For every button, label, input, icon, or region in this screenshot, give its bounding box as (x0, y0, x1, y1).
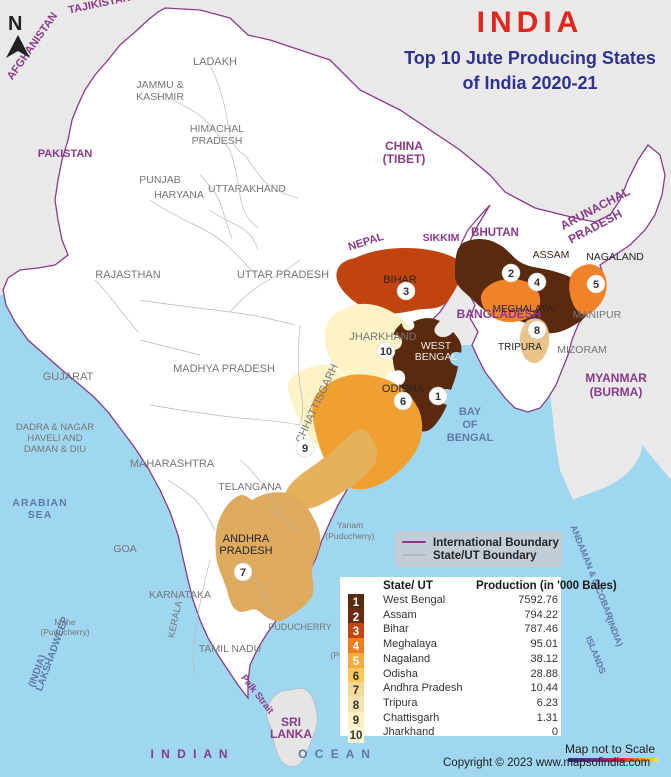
svg-text:SIKKIM: SIKKIM (423, 232, 460, 244)
svg-text:BENGAL: BENGAL (415, 351, 458, 363)
svg-text:BHUTAN: BHUTAN (471, 227, 519, 239)
svg-text:2: 2 (508, 268, 514, 280)
svg-text:787.46: 787.46 (524, 623, 558, 635)
svg-text:7592.76: 7592.76 (518, 594, 558, 606)
svg-text:7: 7 (240, 567, 246, 579)
svg-text:Map not to Scale: Map not to Scale (565, 742, 655, 756)
svg-text:38.12: 38.12 (530, 653, 558, 665)
svg-text:10.44: 10.44 (530, 682, 558, 694)
svg-text:1: 1 (435, 391, 441, 403)
svg-text:LADAKH: LADAKH (193, 56, 237, 68)
svg-text:2: 2 (353, 612, 359, 624)
svg-text:Tripura: Tripura (383, 697, 418, 709)
svg-text:6.23: 6.23 (537, 697, 558, 709)
svg-text:West Bengal: West Bengal (383, 594, 445, 606)
svg-text:JAMMU &: JAMMU & (136, 79, 183, 91)
svg-text:BAY: BAY (459, 406, 482, 418)
svg-text:Meghalaya: Meghalaya (383, 638, 438, 650)
svg-text:MYANMAR: MYANMAR (585, 371, 647, 385)
svg-text:BENGAL: BENGAL (447, 432, 494, 444)
svg-text:RAJASTHAN: RAJASTHAN (95, 269, 160, 281)
svg-text:PAKISTAN: PAKISTAN (38, 148, 93, 160)
svg-text:TAMIL NADU: TAMIL NADU (199, 643, 261, 655)
svg-text:SEA: SEA (28, 509, 53, 521)
svg-text:ARABIAN: ARABIAN (12, 497, 67, 509)
svg-text:4: 4 (353, 641, 360, 653)
svg-text:GOA: GOA (113, 543, 136, 555)
svg-text:ANDHRA: ANDHRA (223, 533, 270, 545)
svg-text:DADRA & NAGAR: DADRA & NAGAR (16, 422, 94, 433)
svg-text:NAGALAND: NAGALAND (586, 251, 644, 263)
svg-text:Jharkhand: Jharkhand (383, 726, 434, 738)
svg-text:MANIPUR: MANIPUR (573, 309, 622, 321)
svg-text:9: 9 (353, 715, 359, 727)
svg-text:O C E A N: O C E A N (298, 747, 372, 761)
svg-text:Assam: Assam (383, 609, 417, 621)
svg-text:28.88: 28.88 (530, 668, 558, 680)
svg-text:Odisha: Odisha (383, 668, 419, 680)
svg-text:7: 7 (353, 685, 359, 697)
svg-text:N: N (8, 13, 22, 35)
svg-text:PUNJAB: PUNJAB (139, 174, 180, 186)
svg-text:1.31: 1.31 (537, 712, 558, 724)
svg-text:International Boundary: International Boundary (433, 537, 559, 549)
svg-text:UTTAR PRADESH: UTTAR PRADESH (237, 269, 329, 281)
svg-text:ASSAM: ASSAM (533, 249, 570, 261)
svg-text:Yanam: Yanam (337, 520, 363, 530)
svg-text:HARYANA: HARYANA (154, 189, 204, 201)
svg-text:0: 0 (552, 726, 558, 738)
svg-text:MEGHALAYA: MEGHALAYA (493, 304, 554, 315)
svg-text:Mahe: Mahe (54, 617, 76, 627)
svg-text:8: 8 (534, 325, 540, 337)
svg-text:PRADESH: PRADESH (219, 545, 272, 557)
svg-text:MIZORAM: MIZORAM (557, 344, 607, 356)
svg-text:Bihar: Bihar (383, 623, 409, 635)
svg-text:8: 8 (353, 700, 360, 712)
svg-text:5: 5 (353, 656, 360, 668)
svg-text:CHINA: CHINA (385, 139, 423, 153)
svg-text:4: 4 (534, 277, 541, 289)
svg-text:(BURMA): (BURMA) (590, 385, 643, 399)
svg-text:LANKA: LANKA (270, 727, 312, 741)
svg-text:95.01: 95.01 (530, 638, 558, 650)
svg-text:State/UT Boundary: State/UT Boundary (433, 550, 537, 562)
svg-text:State/ UT: State/ UT (383, 580, 433, 592)
svg-text:Andhra Pradesh: Andhra Pradesh (383, 682, 463, 694)
svg-text:MAHARASHTRA: MAHARASHTRA (130, 458, 215, 470)
svg-text:(Puducherry): (Puducherry) (325, 531, 374, 541)
svg-text:OF: OF (462, 419, 478, 431)
svg-text:794.22: 794.22 (524, 609, 558, 621)
svg-text:HAVELI AND: HAVELI AND (27, 433, 82, 444)
svg-text:10: 10 (380, 346, 392, 358)
svg-text:DAMAN & DIU: DAMAN & DIU (24, 444, 86, 455)
svg-text:(Puducherry): (Puducherry) (40, 627, 89, 637)
svg-text:GUJARAT: GUJARAT (43, 371, 94, 383)
svg-text:Copyright © 2023 www.mapsofind: Copyright © 2023 www.mapsofindia.com (443, 757, 650, 769)
svg-text:TELANGANA: TELANGANA (218, 481, 282, 493)
svg-text:(TIBET): (TIBET) (383, 152, 426, 166)
svg-text:3: 3 (403, 286, 409, 298)
svg-text:5: 5 (593, 279, 599, 291)
svg-text:10: 10 (350, 730, 363, 742)
svg-text:6: 6 (353, 671, 359, 683)
svg-text:PUDUCHERRY: PUDUCHERRY (268, 622, 331, 632)
svg-text:MADHYA PRADESH: MADHYA PRADESH (173, 363, 275, 375)
svg-text:6: 6 (400, 396, 406, 408)
svg-text:Nagaland: Nagaland (383, 653, 430, 665)
svg-text:9: 9 (302, 443, 308, 455)
svg-text:TRIPURA: TRIPURA (498, 342, 542, 353)
svg-text:Chattisgarh: Chattisgarh (383, 712, 439, 724)
svg-text:Production (in '000 Bales): Production (in '000 Bales) (476, 580, 617, 592)
svg-text:JHARKHAND: JHARKHAND (349, 331, 416, 343)
svg-text:1: 1 (353, 597, 360, 609)
svg-text:KASHMIR: KASHMIR (136, 91, 184, 103)
svg-text:3: 3 (353, 626, 359, 638)
svg-text:I N D I A N: I N D I A N (150, 747, 229, 761)
